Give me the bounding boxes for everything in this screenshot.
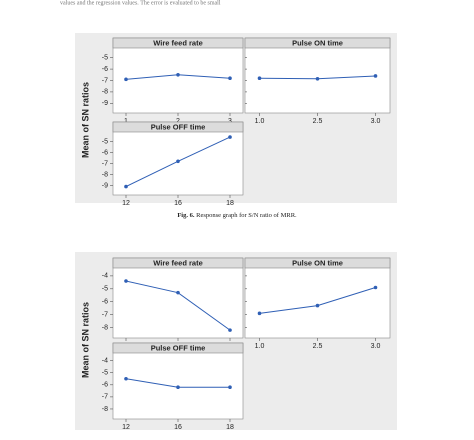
y-tick-label: -6 <box>102 66 108 73</box>
y-tick-label: -9 <box>102 100 108 107</box>
x-tick-label: 2.5 <box>313 343 323 350</box>
x-tick-label: 12 <box>122 200 130 207</box>
data-point <box>257 76 262 81</box>
x-tick-label: 1.0 <box>255 343 265 350</box>
x-tick-label: 18 <box>226 424 234 431</box>
x-tick-label: 16 <box>174 424 182 431</box>
panel <box>112 121 244 196</box>
y-tick-label: -7 <box>102 77 108 84</box>
y-tick-label: -5 <box>102 55 108 62</box>
panel-title: Wire feed rate <box>153 258 203 267</box>
y-tick-label: -7 <box>102 394 108 401</box>
header-text: values and the regression values. The er… <box>60 0 221 6</box>
x-tick-label: 12 <box>122 424 130 431</box>
panel <box>112 257 244 339</box>
data-point <box>228 135 232 139</box>
y-tick-label: -4 <box>102 357 108 364</box>
y-tick-label: -5 <box>102 370 108 377</box>
x-tick-label: 3.0 <box>371 343 381 350</box>
y-tick-label: -9 <box>102 182 108 189</box>
caption: Fig. 6. Response graph for S/N ratio of … <box>177 212 297 219</box>
x-tick-label: 1 <box>124 118 128 125</box>
panel-header <box>112 257 244 269</box>
x-tick-label: 2.5 <box>313 118 323 125</box>
y-tick-label: -8 <box>102 171 108 178</box>
panel-header <box>112 342 244 354</box>
caption-text: Response graph for S/N ratio of MRR. <box>196 212 297 219</box>
panel-title: Pulse ON time <box>292 258 343 267</box>
caption-label: Fig. 6. <box>177 212 195 219</box>
y-tick-label: -6 <box>102 149 108 156</box>
y-tick-label: -8 <box>102 89 108 96</box>
y-tick-label: -5 <box>102 286 108 293</box>
data-point <box>257 311 262 316</box>
y-tick-label: -7 <box>102 311 108 318</box>
y-tick-label: -8 <box>102 324 108 331</box>
panel-title: Pulse OFF time <box>151 122 206 131</box>
x-tick-label: 3.0 <box>371 118 381 125</box>
panel-title: Pulse OFF time <box>151 343 206 352</box>
panel-header <box>244 37 391 49</box>
x-tick-label: 1.0 <box>255 118 265 125</box>
data-point <box>124 279 128 283</box>
data-point <box>124 376 128 381</box>
data-point <box>228 328 232 332</box>
data-point <box>315 303 320 308</box>
y-tick-label: -8 <box>102 406 108 413</box>
panel <box>112 342 244 420</box>
panel-title: Wire feed rate <box>153 38 203 47</box>
data-point <box>228 76 232 81</box>
x-tick-label: 3 <box>228 118 232 125</box>
data-point <box>176 159 180 164</box>
y-tick-label: -6 <box>102 382 108 389</box>
data-point <box>124 184 128 189</box>
panel-header <box>112 37 244 49</box>
panel <box>244 257 391 339</box>
x-tick-label: 18 <box>226 200 234 207</box>
panel <box>244 37 391 114</box>
data-point <box>176 290 180 295</box>
panel-header <box>244 257 391 269</box>
data-point <box>373 285 378 290</box>
x-tick-label: 2 <box>176 118 180 125</box>
y-axis-label: Mean of SN ratios <box>80 82 90 158</box>
y-axis-label: Mean of SN ratios <box>80 302 90 378</box>
data-point <box>176 385 180 390</box>
data-point <box>315 76 320 81</box>
panel-title: Pulse ON time <box>292 38 343 47</box>
data-point <box>176 73 180 77</box>
data-point <box>228 385 232 390</box>
panel-header <box>112 121 244 133</box>
y-tick-label: -4 <box>102 273 108 280</box>
y-tick-label: -5 <box>102 138 108 145</box>
x-tick-label: 16 <box>174 200 182 207</box>
data-point <box>124 77 128 82</box>
data-point <box>373 74 378 78</box>
y-tick-label: -6 <box>102 299 108 306</box>
y-tick-label: -7 <box>102 160 108 167</box>
